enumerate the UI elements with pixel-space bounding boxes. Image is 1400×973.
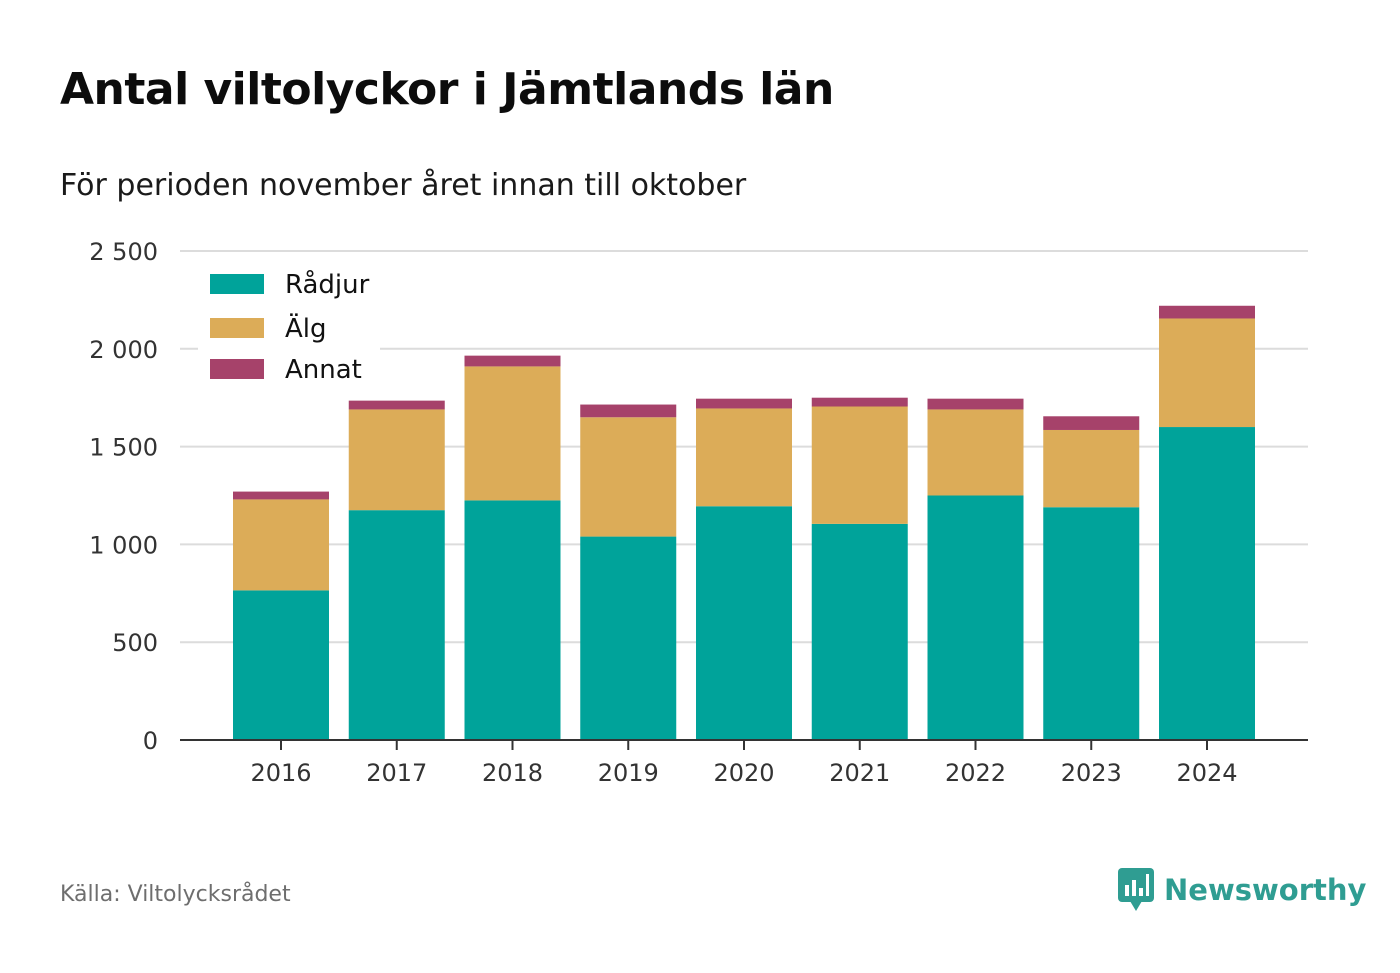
bar-rådjur-2016 (233, 590, 329, 740)
bar-rådjur-2018 (464, 500, 561, 740)
bar-annat-2020 (696, 398, 792, 409)
bar-rådjur-2023 (1043, 507, 1140, 740)
bar-älg-2024 (1159, 318, 1255, 428)
bar-rådjur-2022 (927, 495, 1024, 740)
legend-label-älg: Älg (285, 312, 327, 344)
bar-älg-2017 (348, 409, 445, 511)
bar-chart-speech-bubble-icon (1118, 868, 1154, 911)
y-tick-label: 2 000 (89, 336, 158, 364)
legend-swatch-annat (210, 359, 264, 379)
x-tick-label: 2018 (482, 759, 543, 787)
stacked-bar-chart: 0 500 1 000 1 500 2 000 2 500 2016 2017 2018 2019… (89, 238, 1308, 787)
bar-älg-2022 (927, 409, 1024, 496)
bar-annat-2021 (811, 397, 908, 407)
source-note: Källa: Viltolycksrådet (60, 882, 291, 907)
legend-label-rådjur: Rådjur (285, 269, 370, 300)
bar-annat-2022 (927, 398, 1024, 410)
x-tick-label: 2022 (945, 759, 1006, 787)
bar-annat-2024 (1159, 305, 1255, 319)
x-tick-label: 2024 (1176, 759, 1237, 787)
y-tick-label: 1 500 (89, 434, 158, 462)
legend-label-annat: Annat (285, 355, 362, 385)
bar-älg-2023 (1043, 429, 1140, 508)
bar-rådjur-2020 (696, 506, 792, 740)
bar-älg-2021 (811, 406, 908, 524)
bar-rådjur-2021 (811, 523, 908, 740)
x-tick-label: 2016 (250, 759, 311, 787)
x-tick-label: 2023 (1061, 759, 1122, 787)
bar-annat-2023 (1043, 416, 1140, 430)
x-tick-label: 2017 (366, 759, 427, 787)
brand-name: Newsworthy (1164, 873, 1367, 907)
chart-subtitle: För perioden november året innan till ok… (60, 168, 747, 203)
brand-logo: Newsworthy (1118, 868, 1366, 912)
x-tick-label: 2021 (829, 759, 890, 787)
bar-annat-2018 (464, 355, 561, 367)
bar-annat-2016 (233, 491, 329, 500)
y-tick-label: 2 500 (89, 238, 158, 266)
bar-älg-2019 (580, 417, 677, 537)
chart-title: Antal viltolyckor i Jämtlands län (60, 64, 834, 115)
bar-rådjur-2019 (580, 536, 677, 740)
y-tick-label: 0 (143, 727, 158, 755)
bar-annat-2019 (580, 404, 677, 418)
bar-älg-2020 (696, 408, 792, 507)
bar-annat-2017 (348, 400, 445, 410)
bar-älg-2016 (233, 499, 329, 591)
legend-swatch-rådjur (210, 274, 264, 294)
x-tick-label: 2019 (598, 759, 659, 787)
y-tick-label: 500 (112, 629, 158, 657)
bar-rådjur-2024 (1159, 427, 1255, 740)
bar-rådjur-2017 (348, 510, 445, 740)
y-tick-label: 1 000 (89, 531, 158, 559)
bar-älg-2018 (464, 366, 561, 501)
x-tick-label: 2020 (713, 759, 774, 787)
legend-swatch-älg (210, 318, 264, 338)
